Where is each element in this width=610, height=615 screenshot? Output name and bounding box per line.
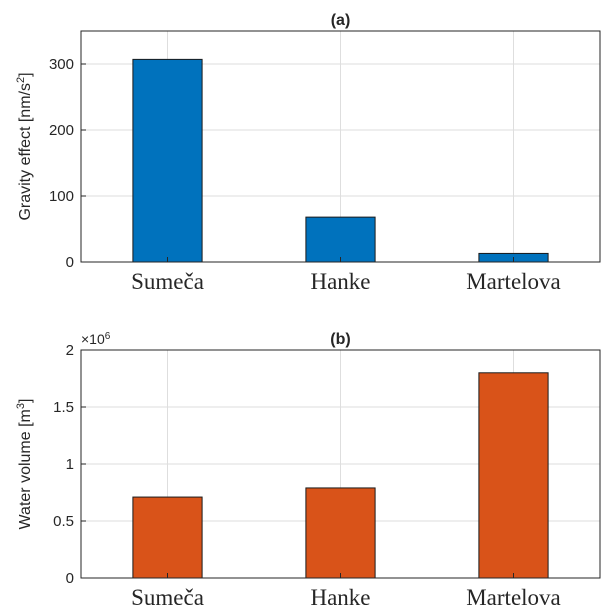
panel-a-ylabel: Gravity effect [nm/s2] bbox=[15, 72, 34, 220]
panel-b-bars bbox=[132, 372, 549, 579]
panel-a-xtick-label: Sumeča bbox=[131, 269, 204, 294]
panel-b-bar-sume-a bbox=[132, 496, 203, 579]
panel-b-ytick-label: 0.5 bbox=[53, 513, 74, 530]
panel-b-ylabel: Water volume [m3] bbox=[15, 399, 34, 530]
panel-a-ylabel-base: Gravity effect [nm/s bbox=[17, 83, 34, 221]
panel-a-title: (a) bbox=[331, 12, 351, 29]
panel-b: 0 0.5 1 1.5 2 Sumeča Hanke Martelova (b) ×106 W… bbox=[15, 331, 601, 610]
panel-a-ylabel-close: ] bbox=[17, 72, 34, 76]
panel-b-exponent-base: ×10 bbox=[81, 331, 105, 347]
panel-a-ylabel-sup: 2 bbox=[15, 77, 27, 83]
panel-b-ytick-label: 1 bbox=[66, 456, 74, 473]
panel-a-ytick-label: 200 bbox=[49, 122, 74, 139]
panel-a-bar-hanke bbox=[305, 216, 376, 263]
panel-a-xtick-label: Hanke bbox=[310, 269, 370, 294]
panel-b-ylabel-sup: 3 bbox=[15, 403, 27, 409]
panel-b-exponent-sup: 6 bbox=[105, 331, 111, 342]
panel-b-bar-martelova bbox=[478, 372, 549, 579]
panel-b-ytick-label: 2 bbox=[66, 342, 74, 359]
panel-a-xtick-label: Martelova bbox=[466, 269, 561, 294]
panel-a: 0 100 200 300 Sumeča Hanke Martelova (a) Gravi… bbox=[15, 12, 601, 294]
panel-a-ytick-label: 300 bbox=[49, 56, 74, 73]
panel-b-xtick-label: Martelova bbox=[466, 585, 561, 610]
panel-a-ytick-label: 0 bbox=[66, 254, 74, 271]
panel-b-bar-hanke bbox=[305, 487, 376, 579]
panel-b-ticks: 0 0.5 1 1.5 2 Sumeča Hanke Martelova bbox=[53, 342, 561, 610]
panel-b-title: (b) bbox=[330, 331, 350, 348]
panel-b-xtick-label: Hanke bbox=[310, 585, 370, 610]
panel-a-ticks: 0 100 200 300 Sumeča Hanke Martelova bbox=[49, 56, 561, 294]
panel-b-ylabel-close: ] bbox=[17, 399, 34, 403]
panel-a-ytick-label: 100 bbox=[49, 188, 74, 205]
panel-b-ytick-label: 1.5 bbox=[53, 399, 74, 416]
panel-b-ylabel-base: Water volume [m bbox=[17, 409, 34, 529]
panel-b-xtick-label: Sumeča bbox=[131, 585, 204, 610]
panel-b-ytick-label: 0 bbox=[66, 570, 74, 587]
panel-b-exponent: ×106 bbox=[81, 331, 111, 348]
panel-a-bar-sume-a bbox=[132, 58, 203, 263]
